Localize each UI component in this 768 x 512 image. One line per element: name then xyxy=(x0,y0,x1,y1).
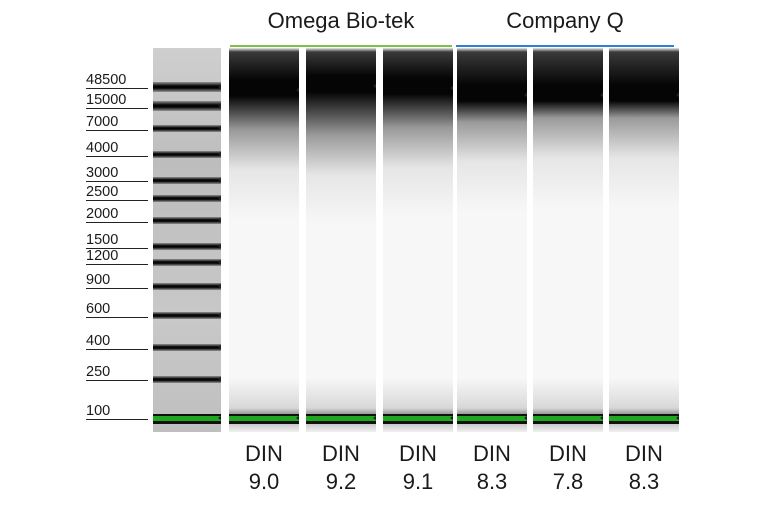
size-label: 7000 xyxy=(86,114,148,131)
din-value: 7.8 xyxy=(552,469,584,494)
band-marker-icon xyxy=(524,92,527,98)
group-underline xyxy=(456,45,674,47)
din-label-text: DIN xyxy=(473,441,511,466)
group-title: Omega Bio-tek xyxy=(267,8,415,33)
din-label-text: DIN xyxy=(399,441,437,466)
band-marker-icon xyxy=(218,217,221,223)
ladder-band xyxy=(153,242,221,250)
sample-lane xyxy=(306,48,376,432)
size-label: 3000 xyxy=(86,165,148,182)
size-label: 2500 xyxy=(86,184,148,201)
band-marker-icon xyxy=(218,125,221,131)
ladder-band xyxy=(153,101,221,111)
band-marker-icon xyxy=(676,92,679,98)
band-marker-icon xyxy=(218,415,221,421)
band-marker-icon xyxy=(218,103,221,109)
lower-marker-band xyxy=(306,414,376,424)
band-marker-icon xyxy=(218,243,221,249)
band-marker-icon xyxy=(218,151,221,157)
din-label: DIN 9.2 xyxy=(306,440,376,496)
size-label: 2000 xyxy=(86,206,148,223)
band-marker-icon xyxy=(218,283,221,289)
ladder-band xyxy=(153,124,221,132)
sample-lane xyxy=(533,48,603,432)
size-label: 48500 xyxy=(86,72,148,89)
lower-marker-band xyxy=(457,414,527,424)
ladder-band xyxy=(153,375,221,383)
size-label: 900 xyxy=(86,272,148,289)
ladder-lane xyxy=(153,48,221,432)
band-marker-icon xyxy=(373,83,376,89)
ladder-band xyxy=(153,150,221,158)
sample-lane xyxy=(457,48,527,432)
size-label: 1200 xyxy=(86,248,148,265)
size-label: 100 xyxy=(86,403,148,420)
ladder-band xyxy=(153,311,221,319)
din-value: 8.3 xyxy=(628,469,660,494)
band-marker-icon xyxy=(218,195,221,201)
din-label: DIN 8.3 xyxy=(457,440,527,496)
lower-marker-band xyxy=(229,414,299,424)
sample-lane xyxy=(609,48,679,432)
din-label-text: DIN xyxy=(322,441,360,466)
din-value: 9.0 xyxy=(248,469,280,494)
ladder-band xyxy=(153,194,221,202)
din-label: DIN 7.8 xyxy=(533,440,603,496)
ladder-band xyxy=(153,343,221,351)
band-marker-icon xyxy=(600,415,603,421)
lower-marker-band xyxy=(533,414,603,424)
size-label: 4000 xyxy=(86,140,148,157)
band-marker-icon xyxy=(218,84,221,90)
ladder-band xyxy=(153,176,221,184)
band-marker-icon xyxy=(524,415,527,421)
din-label: DIN 9.0 xyxy=(229,440,299,496)
din-label-text: DIN xyxy=(549,441,587,466)
band-marker-icon xyxy=(218,177,221,183)
group-underline xyxy=(230,45,452,47)
sample-lane xyxy=(229,48,299,432)
band-marker-icon xyxy=(218,376,221,382)
band-marker-icon xyxy=(218,312,221,318)
ladder-band xyxy=(153,258,221,266)
group-title: Company Q xyxy=(506,8,624,33)
band-marker-icon xyxy=(218,259,221,265)
band-marker-icon xyxy=(450,85,453,91)
sample-lane xyxy=(383,48,453,432)
size-label: 15000 xyxy=(86,92,148,109)
band-marker-icon xyxy=(450,415,453,421)
din-value: 9.2 xyxy=(325,469,357,494)
lower-marker-band xyxy=(383,414,453,424)
size-label: 1500 xyxy=(86,232,148,249)
size-label: 400 xyxy=(86,333,148,350)
ladder-band xyxy=(153,216,221,224)
din-label-text: DIN xyxy=(245,441,283,466)
band-marker-icon xyxy=(600,92,603,98)
ladder-band xyxy=(153,282,221,290)
lower-marker-band xyxy=(609,414,679,424)
size-label: 600 xyxy=(86,301,148,318)
ladder-band xyxy=(153,82,221,92)
band-marker-icon xyxy=(296,87,299,93)
band-marker-icon xyxy=(218,344,221,350)
band-marker-icon xyxy=(373,415,376,421)
din-label: DIN 8.3 xyxy=(609,440,679,496)
din-value: 9.1 xyxy=(402,469,434,494)
lower-marker-band xyxy=(153,414,221,424)
din-label: DIN 9.1 xyxy=(383,440,453,496)
size-label: 250 xyxy=(86,364,148,381)
band-marker-icon xyxy=(676,415,679,421)
din-label-text: DIN xyxy=(625,441,663,466)
din-value: 8.3 xyxy=(476,469,508,494)
band-marker-icon xyxy=(296,415,299,421)
